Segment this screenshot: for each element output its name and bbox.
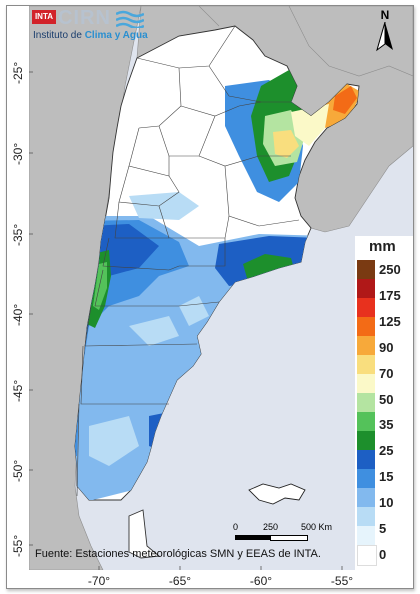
legend-level-label: 25	[379, 443, 394, 459]
legend-swatch	[357, 260, 375, 279]
legend-swatch	[357, 507, 375, 526]
legend-swatch	[357, 374, 375, 393]
legend-swatch	[357, 393, 375, 412]
scale-label-0: 0	[233, 522, 239, 532]
legend-level-label: 0	[379, 547, 387, 562]
lat-label-30: -30°	[11, 142, 25, 165]
lat-label-40: -40°	[11, 303, 25, 326]
precip-zone-north-light	[129, 192, 199, 220]
lat-label-35: -35°	[11, 223, 25, 246]
precip-zone-northeast-yellow	[273, 130, 299, 158]
legend-swatch	[357, 317, 375, 336]
lon-label-55: -55°	[330, 574, 354, 588]
legend-level-label: 90	[379, 339, 394, 355]
scale-bar-white	[270, 535, 308, 541]
precipitation-legend: mm 250 175 125 90 70 50 35 25 15 10 5 0	[355, 236, 413, 570]
graticule-ticks	[29, 71, 343, 570]
lat-label-55: -55°	[11, 534, 25, 557]
lat-label-25: -25°	[11, 61, 25, 84]
map-canvas	[29, 6, 413, 570]
legend-swatch	[357, 545, 377, 566]
logo-subtitle-highlight: Clima y Agua	[84, 30, 148, 41]
legend-swatch	[357, 450, 375, 469]
legend-level-label: 35	[379, 417, 394, 433]
province-borders	[76, 25, 300, 497]
logo-subtitle-prefix: Instituto de	[33, 30, 85, 41]
legend-level-label: 175	[379, 287, 401, 303]
lat-label-50: -50°	[11, 459, 25, 482]
cirn-wordmark: CIRN	[58, 7, 111, 29]
legend-swatch	[357, 469, 375, 488]
logo-subtitle: Instituto de Clima y Agua	[33, 30, 148, 41]
legend-level-label: 50	[379, 391, 394, 407]
brazil-border	[198, 6, 413, 77]
legend-title: mm	[369, 238, 396, 255]
precip-zone-patagonia-light	[89, 296, 209, 466]
precip-zone-santa-cruz-green	[161, 422, 177, 444]
cirn-logo: INTA CIRN Instituto de Clima y Agua	[32, 7, 172, 48]
legend-swatch	[357, 298, 375, 317]
precipitation-map: INTA CIRN Instituto de Clima y Agua N mm…	[29, 6, 413, 570]
scale-label-250: 250	[263, 522, 279, 532]
north-arrow-icon	[376, 22, 393, 52]
legend-swatch	[357, 279, 375, 298]
precip-zone-corrientes-yellow	[291, 104, 329, 146]
legend-level-label: 250	[379, 262, 401, 277]
inta-badge: INTA	[32, 10, 56, 24]
north-label: N	[380, 8, 390, 22]
legend-level-label: 10	[379, 495, 394, 511]
legend-level-label: 125	[379, 313, 401, 329]
legend-swatch	[357, 526, 375, 545]
legend-swatch	[357, 412, 375, 431]
waves-icon	[116, 10, 144, 28]
lat-label-45: -45°	[11, 379, 25, 402]
scale-bar-black	[235, 535, 270, 540]
north-arrow: N	[375, 8, 395, 52]
precip-zone-santa-cruz	[149, 410, 189, 454]
legend-swatch	[357, 336, 375, 355]
tierra-del-fuego	[128, 509, 161, 559]
legend-swatch	[357, 355, 375, 374]
legend-level-label: 15	[379, 469, 394, 485]
scale-bar: 0 250 500 Km	[227, 522, 347, 552]
legend-swatch	[357, 488, 375, 507]
lon-label-65: -65°	[168, 574, 192, 588]
scale-label-500: 500 Km	[301, 522, 333, 532]
legend-level-label: 70	[379, 365, 394, 381]
malvinas-islands	[248, 483, 306, 505]
source-note: Fuente: Estaciones meteorológicas SMN y …	[35, 548, 321, 560]
lon-label-70: -70°	[87, 574, 111, 588]
precip-zone-misiones-deep	[333, 86, 357, 114]
legend-swatch	[357, 431, 375, 450]
lon-label-60: -60°	[249, 574, 273, 588]
map-frame: -25° -30° -35° -40° -45° -50° -55° -70° …	[6, 5, 414, 589]
legend-level-label: 5	[379, 521, 387, 537]
